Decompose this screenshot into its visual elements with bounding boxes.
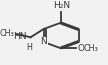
Text: H₂N: H₂N bbox=[53, 1, 70, 10]
Text: O: O bbox=[77, 44, 84, 53]
Text: CH₃: CH₃ bbox=[84, 44, 98, 53]
Text: CH₃: CH₃ bbox=[0, 29, 15, 38]
Text: HN: HN bbox=[13, 32, 27, 41]
Text: N: N bbox=[40, 38, 47, 46]
Text: H: H bbox=[27, 43, 33, 52]
